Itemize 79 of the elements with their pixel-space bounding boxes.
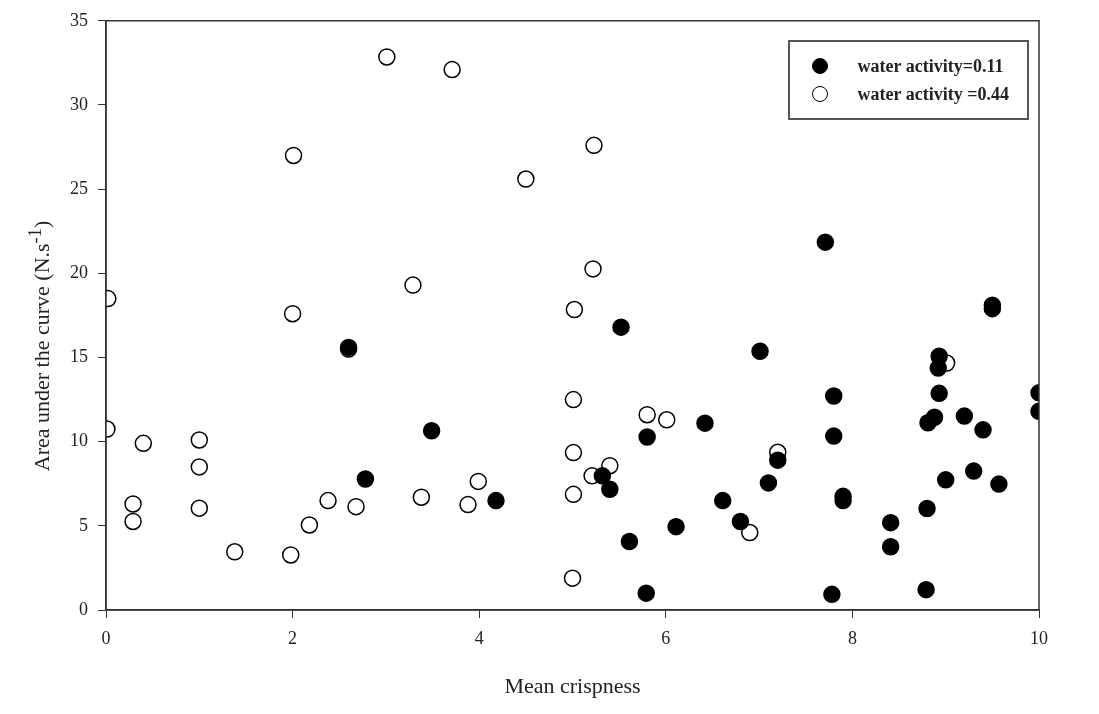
point [974,421,992,439]
point [751,342,769,361]
point [990,475,1008,493]
point [918,499,936,518]
point [612,318,630,336]
point [584,260,602,278]
point [657,411,676,429]
point [930,384,948,403]
point [487,491,505,510]
point [955,407,974,425]
y-tick-label: 0 [79,598,88,619]
point [517,170,535,188]
legend-label: water activity=0.11 [857,55,1004,78]
x-tick-label: 4 [474,627,484,648]
point [283,304,302,323]
x-tick-label: 6 [661,627,671,648]
point [124,495,142,513]
point [929,359,947,377]
y-tick-label: 20 [70,262,88,283]
point [564,443,583,462]
x-tick-label: 2 [288,627,298,648]
x-tick-label: 0 [101,627,111,648]
y-tick-label: 30 [70,93,88,114]
point [824,387,843,405]
point [226,543,244,561]
point [412,488,431,506]
point [917,580,935,599]
point [281,546,300,564]
y-tick-label: 15 [70,346,88,367]
point [134,434,153,453]
point [919,414,937,432]
point [443,60,461,79]
point [823,585,841,604]
point [124,512,142,531]
point [565,300,584,319]
point [816,233,835,251]
point [564,390,583,409]
y-tick-label: 5 [79,514,88,535]
point [190,458,209,476]
point [741,523,759,542]
point [356,470,375,488]
x-tick-label: 8 [847,627,857,648]
point [347,497,365,516]
point [696,414,714,432]
point [378,48,396,66]
point [422,421,441,440]
point [759,474,778,492]
point [881,537,900,556]
y-tick-label: 35 [70,9,88,30]
point [881,513,900,532]
point [564,485,583,504]
point [593,467,612,485]
x-axis-title: Mean crispness [504,672,641,698]
y-tick-label: 25 [70,177,88,198]
point [459,495,477,514]
point [936,471,955,489]
y-tick-label: 10 [70,430,88,451]
point [638,428,656,446]
point [731,512,750,531]
point [620,532,639,551]
point [284,146,303,165]
point [190,499,209,517]
point [585,136,603,155]
point [190,431,209,449]
point [319,491,337,510]
point [824,427,843,445]
point [563,569,582,587]
point [404,276,422,294]
point [638,405,656,424]
point [964,462,983,480]
point [469,472,488,491]
point [769,451,787,469]
legend-label: water activity =0.44 [857,83,1009,106]
point [667,517,685,536]
x-tick-label: 10 [1030,627,1048,648]
point [637,584,655,602]
point [713,491,732,510]
point [601,480,619,499]
point [300,516,319,534]
